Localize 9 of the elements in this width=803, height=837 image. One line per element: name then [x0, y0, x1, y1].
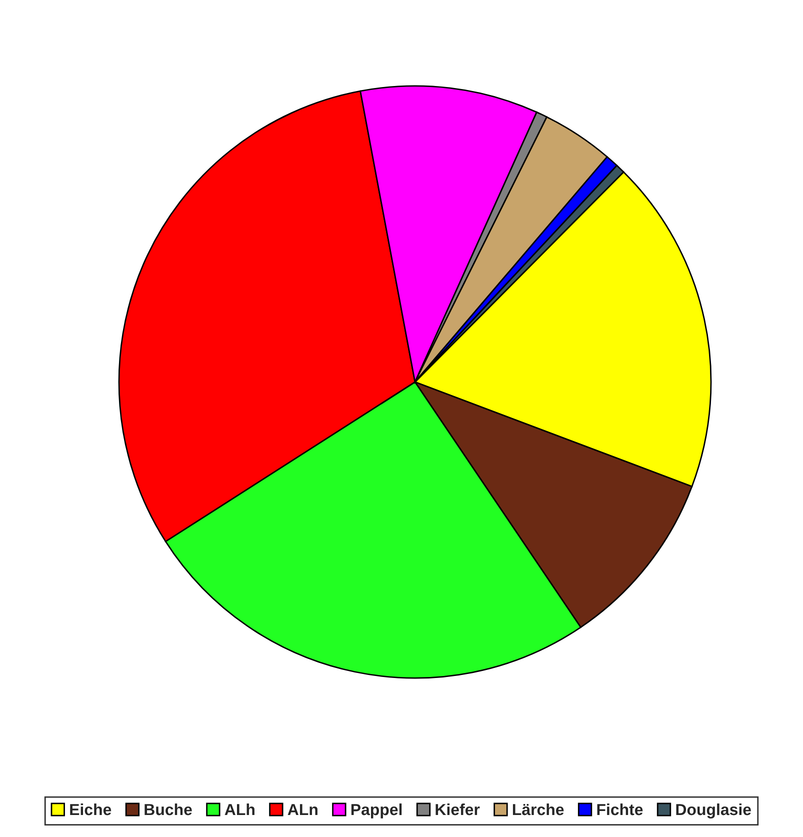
legend-label: Pappel: [351, 803, 402, 818]
legend-label: Buche: [144, 803, 192, 816]
legend-label: ALh: [224, 803, 254, 816]
legend-label: Eiche: [70, 803, 112, 816]
legend-label: Kiefer: [436, 803, 480, 816]
legend-label: ALn: [288, 804, 318, 816]
legend-label: Fichte: [597, 803, 643, 816]
legend-label: Douglasie: [676, 803, 751, 818]
legend-label: Lärche: [512, 803, 564, 816]
